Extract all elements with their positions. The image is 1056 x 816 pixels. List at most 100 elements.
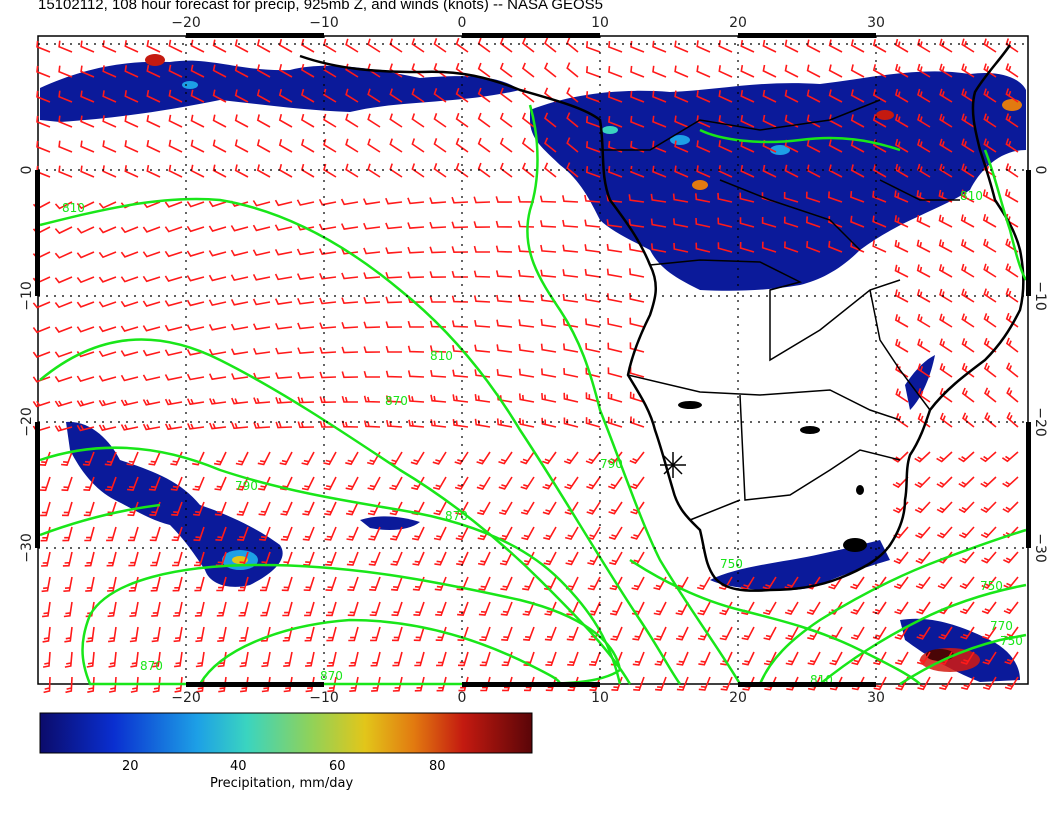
wind-barb [212,64,227,78]
wind-barb [367,476,381,491]
wind-barb [696,40,711,53]
wind-barb [608,526,623,540]
wind-barb [58,90,73,103]
wind-barb [672,193,689,203]
wind-barb [367,163,381,178]
wind-barb [54,400,73,408]
wind-barb [455,37,469,53]
wind-barb [1002,476,1019,488]
wind-barb [718,40,733,53]
wind-barb [433,163,447,178]
wind-barb [894,88,909,103]
wind-barb [275,397,293,404]
coastlines [299,44,1025,592]
wind-barb [239,626,249,642]
wind-barb [499,137,513,153]
wind-barb [363,296,381,304]
wind-barb [961,288,975,303]
wind-barb [917,113,931,128]
wind-barb [433,38,447,53]
wind-barb [64,626,73,643]
wind-barb [127,501,139,517]
wind-barb [36,90,51,103]
wind-barb [58,65,73,78]
wind-barb [740,576,755,590]
wind-barb [369,601,381,617]
wind-barb [477,62,491,78]
wind-barb [523,676,535,692]
wind-barb [499,37,513,53]
wind-barb [565,551,579,566]
wind-barb [275,347,293,355]
wind-barb [302,526,315,541]
wind-barb [566,626,579,641]
wind-barb [939,113,953,128]
wind-barb [543,526,557,541]
wind-barb [347,576,359,592]
wind-barb [455,162,469,178]
wind-barb [389,501,403,516]
wind-barb [278,139,293,153]
wind-barb [980,451,997,463]
wind-barb [937,526,953,539]
wind-barb [585,116,601,128]
wind-barb [983,362,997,378]
wind-barb [960,651,975,665]
wind-barb [828,216,843,228]
wind-barb [61,501,73,517]
wind-barb [961,676,975,691]
wind-barb [496,344,513,353]
wind-barb [234,89,249,103]
wind-barb [84,526,95,542]
wind-barb [741,651,755,666]
wind-barb [168,114,183,128]
wind-barb [326,651,337,667]
wind-barb [872,601,887,615]
wind-barb [389,138,403,153]
wind-barb [476,476,491,490]
wind-barb [541,417,557,428]
wind-barb [230,274,249,282]
wind-barb [938,626,953,640]
wind-barb [300,113,315,128]
wind-barb [213,451,227,466]
wind-barb [784,64,799,78]
wind-barb [297,396,315,404]
wind-barb [541,393,557,403]
wind-barb [917,138,931,153]
wind-barb [586,476,601,490]
wind-barb [608,501,623,515]
wind-barb [363,272,381,280]
wind-barb [500,601,513,616]
wind-barb [102,115,117,128]
wind-barb [982,676,997,691]
wind-barb [828,64,843,78]
wind-barb [629,391,645,403]
wind-barb [518,294,535,303]
wind-barb [960,189,975,203]
wind-barb [607,451,623,465]
wind-barb [521,37,535,53]
wind-barb [608,116,623,128]
wind-barb [76,375,95,383]
wind-barb [1005,88,1019,103]
wind-barb [938,264,953,278]
wind-barb [894,38,909,53]
wind-barb [370,626,381,642]
wind-barb [433,88,447,103]
wind-barb [584,244,601,253]
wind-barb [300,63,315,78]
wind-barb [124,115,139,128]
wind-barb [190,64,205,78]
wind-barb [168,89,183,103]
wind-barb [216,576,227,592]
wind-barb [433,138,447,153]
wind-barb [938,239,953,253]
svg-text:0: 0 [1032,166,1048,175]
wind-barb [235,451,249,466]
wind-barb [562,195,579,203]
wind-barb [172,576,183,592]
wind-barb [652,90,667,103]
wind-barb [142,300,161,307]
wind-barb [652,65,667,78]
